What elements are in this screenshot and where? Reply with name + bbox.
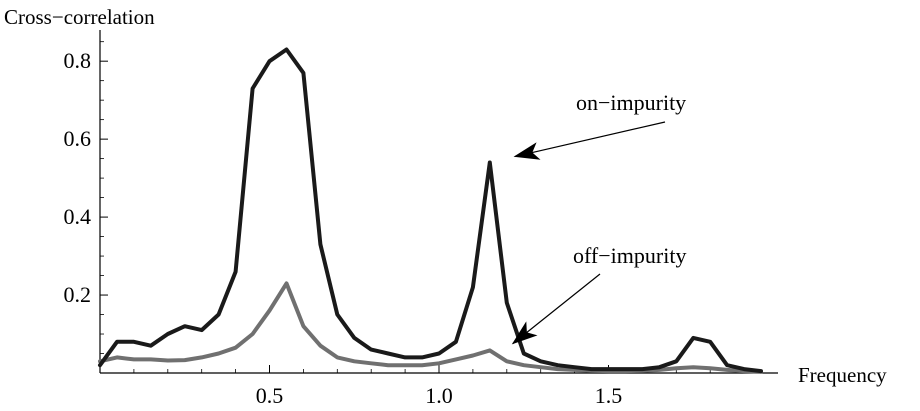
series-layer <box>98 47 763 374</box>
y-axis-label: Cross−correlation <box>4 5 155 29</box>
annotation-on-impurity-arrow <box>513 121 666 160</box>
annotation-off-impurity-arrow <box>511 273 601 345</box>
x-tick-label: 1.5 <box>595 383 623 408</box>
annotation-off-impurity-label: off−impurity <box>573 243 686 268</box>
annotation-on-impurity: on−impurity <box>513 90 686 160</box>
series-line-on-impurity <box>98 47 763 374</box>
y-tick-label: 0.6 <box>64 126 92 151</box>
annotation-off-impurity: off−impurity <box>511 243 686 345</box>
x-axis-label: Frequency <box>798 363 887 387</box>
x-tick-label: 0.5 <box>256 383 284 408</box>
annotation-on-impurity-label: on−impurity <box>576 90 686 115</box>
series-line-off-impurity <box>98 281 763 374</box>
x-tick-label: 1.0 <box>425 383 453 408</box>
y-tick-label: 0.2 <box>64 282 92 307</box>
y-tick-label: 0.4 <box>64 204 92 229</box>
ticks: 0.5 1.0 1.5 0.2 0.4 0.6 0.8 <box>64 41 745 408</box>
y-tick-label: 0.8 <box>64 48 92 73</box>
